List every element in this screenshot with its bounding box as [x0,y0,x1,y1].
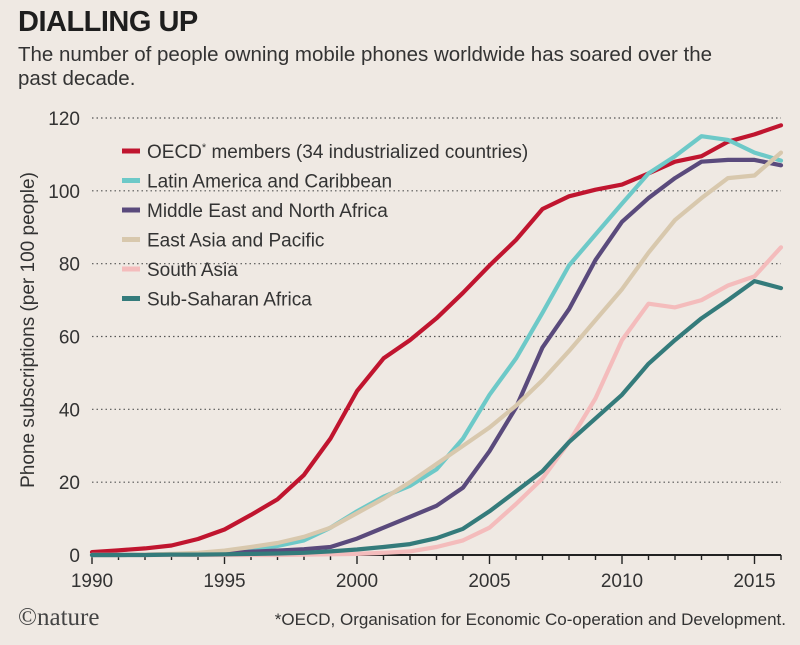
x-tick-label: 1995 [203,571,245,592]
y-tick-label: 20 [59,473,80,494]
y-axis: 0 20 40 60 80 100 120 [48,109,80,567]
y-tick-label: 120 [48,109,80,130]
x-tick-label: 2015 [733,571,775,592]
legend-label: OECD* members (34 industrialized countri… [147,142,528,163]
x-tick-label: 1990 [71,571,113,592]
x-tick-label: 2000 [336,571,378,592]
legend: OECD* members (34 industrialized countri… [122,142,528,311]
chart-subtitle: The number of people owning mobile phone… [18,43,713,90]
chart-title: DIALLING UP [18,6,198,38]
y-tick-label: 0 [69,546,80,567]
y-tick-label: 40 [59,400,80,421]
series-line-oecd [89,123,784,555]
legend-label: Latin America and Caribbean [147,172,392,193]
nature-logo: ©nature [18,604,100,631]
series-line-latin-america-and-caribbean [89,134,784,558]
series-line-east-asia-and-pacific [89,150,784,558]
x-tick-label: 2010 [601,571,643,592]
y-tick-label: 80 [59,255,80,276]
x-tick-label: 2005 [468,571,510,592]
legend-label: South Asia [147,260,238,281]
y-tick-label: 60 [59,328,80,349]
y-tick-label: 100 [48,182,80,203]
x-axis: 1990 1995 2000 2005 2010 2015 [71,554,782,592]
y-axis-label: Phone subscriptions (per 100 people) [18,172,39,488]
legend-label: Sub-Saharan Africa [147,290,312,311]
series-lines [89,123,784,558]
legend-label: East Asia and Pacific [147,231,324,252]
legend-label: Middle East and North Africa [147,201,388,222]
series-line-sub-saharan-africa [89,279,784,558]
footnote: *OECD, Organisation for Economic Co-oper… [274,610,786,629]
